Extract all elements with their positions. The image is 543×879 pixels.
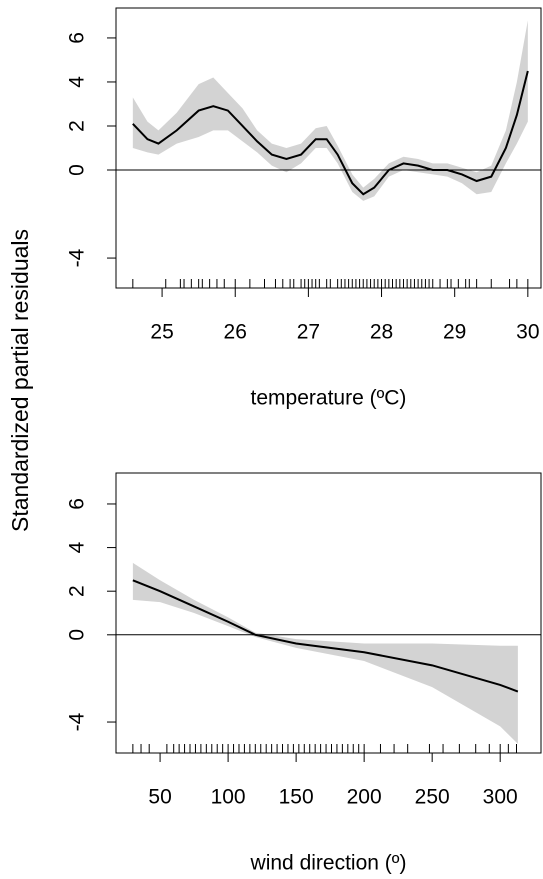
x-axis-label: temperature (ºC) [251,387,407,410]
y-axis-label: Standardized partial residuals [7,229,33,532]
plot-frame [115,7,542,289]
y-tick-label: 0 [66,164,89,176]
x-tick-label: 25 [150,321,173,344]
x-tick-label: 30 [516,321,539,344]
y-tick-label: 2 [66,585,89,597]
confidence-band [132,20,528,201]
y-tick-label: 2 [66,120,89,132]
fit-line [132,70,529,196]
x-tick-label: 26 [224,321,247,344]
x-tick-label: 250 [415,786,450,809]
x-tick-label: 300 [483,786,518,809]
x-tick-label: 200 [347,786,382,809]
x-tick-label: 27 [297,321,320,344]
x-axis-label: wind direction (º) [250,852,407,875]
x-tick-label: 50 [148,786,171,809]
y-tick-label: 4 [66,541,89,553]
x-tick-label: 28 [370,321,393,344]
confidence-band [132,562,518,744]
y-tick-label: 4 [66,76,89,88]
y-tick-label: -4 [66,712,89,731]
x-tick-label: 100 [211,786,246,809]
y-tick-label: 6 [66,498,89,510]
y-tick-label: -4 [66,248,89,267]
x-tick-label: 29 [443,321,466,344]
x-tick-label: 150 [279,786,314,809]
fit-line [132,579,519,693]
y-tick-label: 6 [66,32,89,44]
plot-frame [115,472,542,754]
y-tick-label: 0 [66,629,89,641]
